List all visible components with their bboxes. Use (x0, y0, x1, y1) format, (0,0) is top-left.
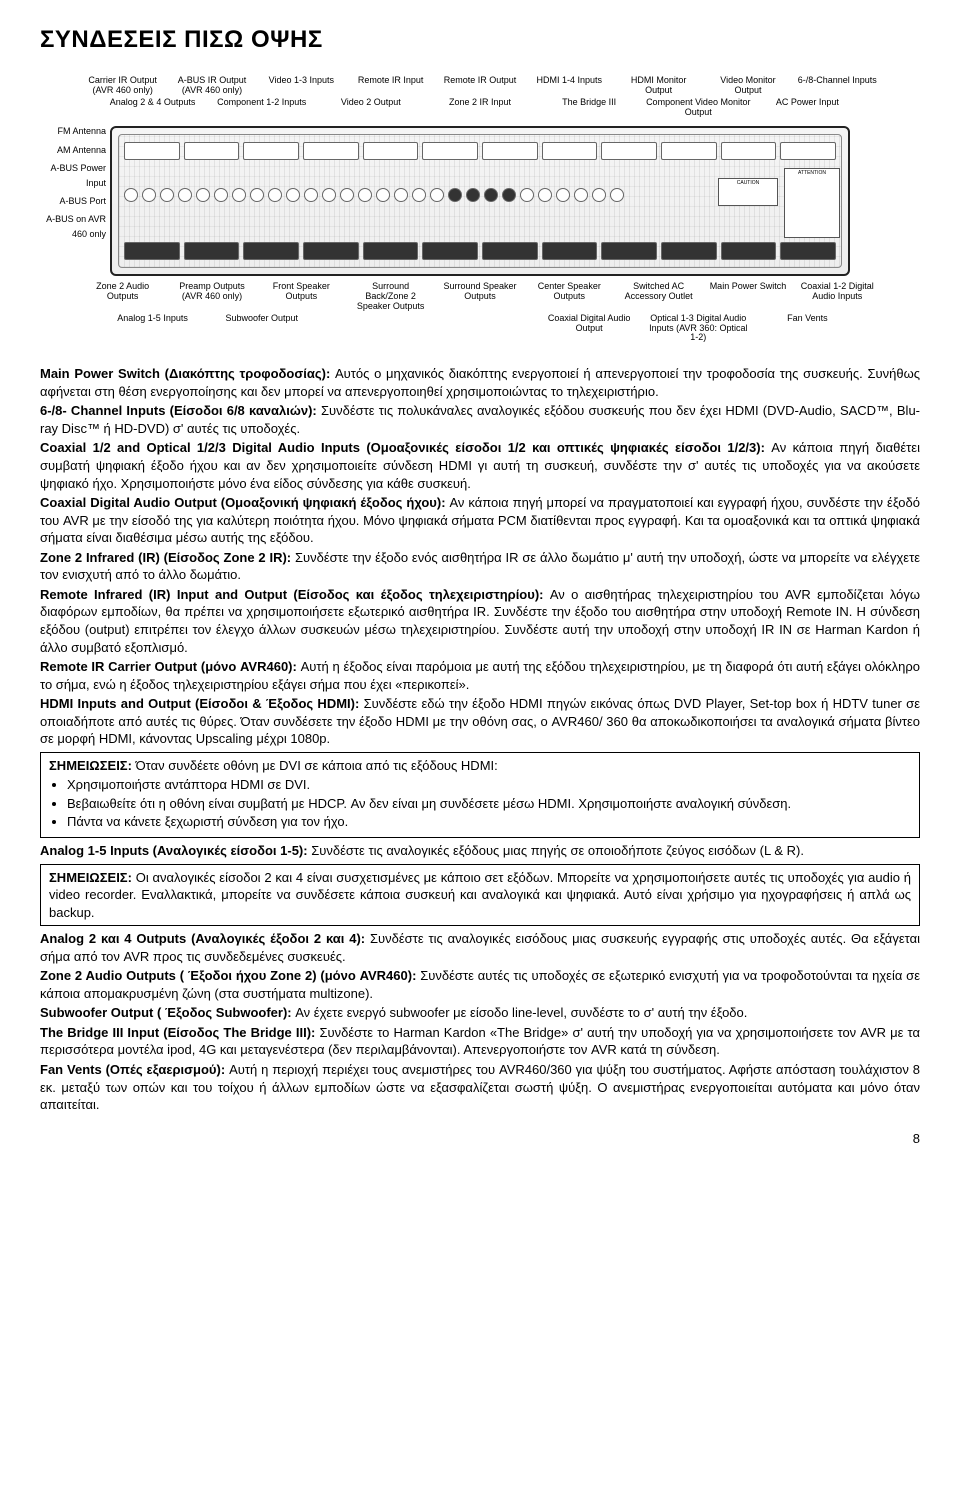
diagram-label: Carrier IR Output (AVR 460 only) (80, 76, 165, 96)
diagram-label: Video 1-3 Inputs (259, 76, 344, 96)
rear-panel-graphic: CAUTION ATTENTION (110, 126, 850, 276)
run-in-head: Fan Vents (Οπές εξαερισμού): (40, 1062, 225, 1077)
run-in-head: Zone 2 Audio Outputs ( Έξοδοι ήχου Zone … (40, 968, 416, 983)
diagram-label: Component 1-2 Inputs (209, 98, 314, 118)
diagram-label: Main Power Switch (705, 282, 790, 312)
page-number: 8 (40, 1130, 920, 1148)
note-box-1: ΣΗΜΕΙΩΣΕΙΣ: Όταν συνδέετε οθόνη με DVI σ… (40, 752, 920, 838)
diagram-label: AC Power Input (755, 98, 860, 118)
paragraph: Analog 2 και 4 Outputs (Αναλογικές έξοδο… (40, 930, 920, 965)
diagram-label: FM Antenna (36, 124, 106, 138)
diagram-label (427, 314, 532, 344)
note-body: Οι αναλογικές είσοδοι 2 και 4 είναι συσχ… (49, 870, 911, 920)
run-in-head: Coaxial Digital Audio Output (Ομοαξονική… (40, 495, 446, 510)
diagram-label: Coaxial Digital Audio Output (537, 314, 642, 344)
diagram-label: AM Antenna (36, 143, 106, 157)
diagram-label: Center Speaker Outputs (527, 282, 612, 312)
run-in-head: Main Power Switch (Διακόπτης τροφοδοσίας… (40, 366, 330, 381)
run-in-head: Remote IR Carrier Output (μόνο AVR460): (40, 659, 297, 674)
diagram-label: A-BUS Power Input (36, 161, 106, 190)
diagram-label: Zone 2 Audio Outputs (80, 282, 165, 312)
note-head: ΣΗΜΕΙΩΣΕΙΣ: (49, 758, 132, 773)
paragraph: Fan Vents (Οπές εξαερισμού): Αυτή η περι… (40, 1061, 920, 1114)
diagram-label (318, 314, 423, 344)
diagram-label: A-BUS IR Output (AVR 460 only) (169, 76, 254, 96)
diagram-label: Analog 1-5 Inputs (100, 314, 205, 344)
diagram-label: 6-/8-Channel Inputs (795, 76, 880, 96)
paragraph: Coaxial 1/2 and Optical 1/2/3 Digital Au… (40, 439, 920, 492)
diagram-label: A-BUS Port (36, 194, 106, 208)
diagram-label: Video Monitor Output (705, 76, 790, 96)
diagram-label: The Bridge III (537, 98, 642, 118)
diagram-top-labels-1: Carrier IR Output (AVR 460 only) A-BUS I… (40, 76, 920, 96)
paragraph: Coaxial Digital Audio Output (Ομοαξονική… (40, 494, 920, 547)
caution-label: CAUTION (718, 178, 778, 206)
run-in-head: Coaxial 1/2 and Optical 1/2/3 Digital Au… (40, 440, 765, 455)
diagram-label: Fan Vents (755, 314, 860, 344)
note-box-2: ΣΗΜΕΙΩΣΕΙΣ: Οι αναλογικές είσοδοι 2 και … (40, 864, 920, 927)
paragraph: Analog 1-5 Inputs (Αναλογικές είσοδοι 1-… (40, 842, 920, 860)
diagram-label: HDMI 1-4 Inputs (527, 76, 612, 96)
run-in-head: Analog 1-5 Inputs (Αναλογικές είσοδοι 1-… (40, 843, 308, 858)
diagram-label: Optical 1-3 Digital Audio Inputs (AVR 36… (646, 314, 751, 344)
run-in-head: Analog 2 και 4 Outputs (Αναλογικές έξοδο… (40, 931, 365, 946)
bullet-item: Βεβαιωθείτε ότι η οθόνη είναι συμβατή με… (67, 795, 911, 813)
diagram-label: Remote IR Output (437, 76, 522, 96)
run-in-head: Remote Infrared (IR) Input and Output (Ε… (40, 587, 543, 602)
diagram-label: A-BUS on AVR 460 only (36, 212, 106, 241)
run-in-head: 6-/8- Channel Inputs (Είσοδοι 6/8 καναλι… (40, 403, 317, 418)
diagram-label: Remote IR Input (348, 76, 433, 96)
diagram-label: Subwoofer Output (209, 314, 314, 344)
page-title: ΣΥΝΔΕΣΕΙΣ ΠΙΣΩ ΟΨΗΣ (40, 24, 920, 56)
diagram-label: HDMI Monitor Output (616, 76, 701, 96)
diagram-left-labels: FM Antenna AM Antenna A-BUS Power Input … (36, 124, 106, 245)
diagram-label: Coaxial 1-2 Digital Audio Inputs (795, 282, 880, 312)
diagram-label: Surround Back/Zone 2 Speaker Outputs (348, 282, 433, 312)
paragraph: HDMI Inputs and Output (Είσοδοι & Έξοδος… (40, 695, 920, 748)
diagram-label: Zone 2 IR Input (427, 98, 532, 118)
diagram-label: Component Video Monitor Output (646, 98, 751, 118)
diagram-label: Analog 2 & 4 Outputs (100, 98, 205, 118)
diagram-label: Surround Speaker Outputs (437, 282, 522, 312)
diagram-bottom-labels-1: Zone 2 Audio Outputs Preamp Outputs (AVR… (40, 282, 920, 312)
run-in-head: HDMI Inputs and Output (Είσοδοι & Έξοδος… (40, 696, 359, 711)
bullet-item: Πάντα να κάνετε ξεχωριστή σύνδεση για το… (67, 813, 911, 831)
paragraph: The Bridge III Input (Είσοδος The Bridge… (40, 1024, 920, 1059)
paragraph-body: Αν έχετε ενεργό subwoofer με είσοδο line… (292, 1005, 748, 1020)
paragraph: 6-/8- Channel Inputs (Είσοδοι 6/8 καναλι… (40, 402, 920, 437)
paragraph-body: Συνδέστε τις αναλογικές εξόδους μιας πηγ… (308, 843, 804, 858)
paragraph: Zone 2 Infrared (IR) (Είσοδος Zone 2 IR)… (40, 549, 920, 584)
diagram-label: Front Speaker Outputs (259, 282, 344, 312)
note-head: ΣΗΜΕΙΩΣΕΙΣ: (49, 870, 132, 885)
diagram-label: Video 2 Output (318, 98, 423, 118)
attention-label: ATTENTION (784, 168, 840, 238)
note-line: Όταν συνδέετε οθόνη με DVI σε κάποια από… (132, 758, 498, 773)
run-in-head: Subwoofer Output ( Έξοδος Subwoofer): (40, 1005, 292, 1020)
diagram-top-labels-2: Analog 2 & 4 Outputs Component 1-2 Input… (40, 96, 920, 120)
diagram-bottom-labels-2: Analog 1-5 Inputs Subwoofer Output Coaxi… (40, 312, 920, 346)
paragraph: Zone 2 Audio Outputs ( Έξοδοι ήχου Zone … (40, 967, 920, 1002)
bullet-item: Χρησιμοποιήστε αντάπτορα HDMI σε DVI. (67, 776, 911, 794)
diagram-label: Switched AC Accessory Outlet (616, 282, 701, 312)
rear-panel-diagram: Carrier IR Output (AVR 460 only) A-BUS I… (40, 76, 920, 345)
run-in-head: Zone 2 Infrared (IR) (Είσοδος Zone 2 IR)… (40, 550, 291, 565)
diagram-label: Preamp Outputs (AVR 460 only) (169, 282, 254, 312)
run-in-head: The Bridge III Input (Είσοδος The Bridge… (40, 1025, 315, 1040)
paragraph: Subwoofer Output ( Έξοδος Subwoofer): Αν… (40, 1004, 920, 1022)
paragraph: Main Power Switch (Διακόπτης τροφοδοσίας… (40, 365, 920, 400)
paragraph: Remote IR Carrier Output (μόνο AVR460): … (40, 658, 920, 693)
body-text: Main Power Switch (Διακόπτης τροφοδοσίας… (40, 365, 920, 1113)
paragraph: Remote Infrared (IR) Input and Output (Ε… (40, 586, 920, 656)
